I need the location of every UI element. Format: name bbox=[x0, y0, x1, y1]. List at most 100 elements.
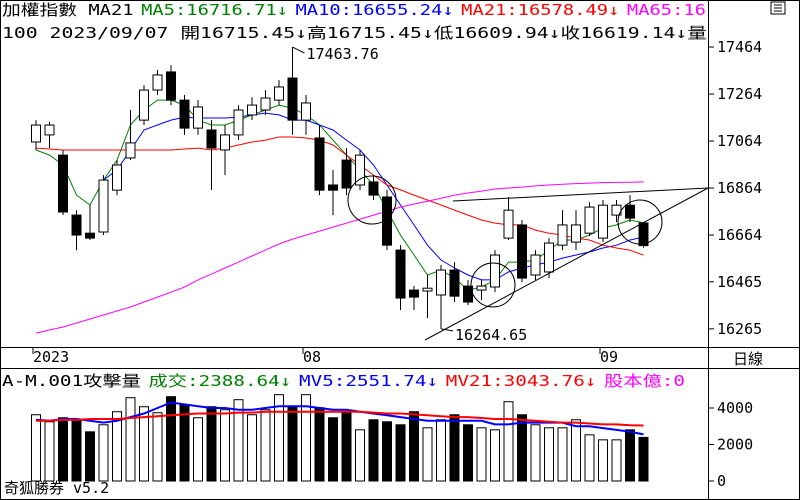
volume-bar bbox=[31, 414, 41, 482]
candle-body bbox=[71, 214, 82, 236]
period-label[interactable]: 日線 bbox=[733, 350, 763, 368]
y-tick-label: 16864 bbox=[717, 179, 762, 197]
ma-line bbox=[35, 181, 644, 334]
volume-bar bbox=[206, 406, 217, 482]
candle-body bbox=[287, 77, 298, 121]
volume-bar bbox=[71, 419, 82, 482]
annotation-leader bbox=[440, 328, 454, 332]
volume-bar bbox=[409, 411, 419, 482]
candle-body bbox=[530, 254, 541, 276]
y-tick-label: 17464 bbox=[717, 38, 762, 56]
candle-body bbox=[247, 104, 257, 116]
candle-body bbox=[503, 209, 514, 239]
volume-bar bbox=[287, 406, 298, 482]
volume-bar bbox=[530, 424, 541, 482]
volume-bar bbox=[584, 434, 595, 482]
annotation-leader bbox=[292, 46, 305, 54]
volume-bar bbox=[395, 424, 406, 482]
candle-body bbox=[166, 71, 176, 101]
candle-body bbox=[112, 164, 122, 191]
legend-entry: 股本億:0 bbox=[604, 372, 685, 390]
volume-bar bbox=[328, 417, 338, 482]
volume-bar bbox=[436, 419, 446, 482]
highlight-circle bbox=[617, 199, 663, 245]
volume-bar bbox=[166, 396, 176, 482]
candle-body bbox=[422, 287, 433, 292]
mv-line bbox=[35, 401, 644, 436]
candle-body bbox=[517, 224, 527, 279]
volume-bar bbox=[274, 394, 284, 482]
x-tick-label: 08 bbox=[303, 348, 321, 366]
volume-bar bbox=[517, 414, 527, 482]
y-tick-label: 17064 bbox=[717, 132, 762, 150]
candle-body bbox=[625, 204, 635, 219]
volume-bar bbox=[233, 399, 244, 482]
candle-body bbox=[328, 184, 338, 191]
y-tick-label: 0 bbox=[717, 472, 726, 490]
volume-bar bbox=[112, 411, 122, 482]
annotation: 17463.76 bbox=[307, 45, 379, 63]
highlight-circle bbox=[470, 262, 516, 308]
candle-body bbox=[571, 224, 581, 243]
candle-body bbox=[152, 74, 163, 91]
volume-bar bbox=[463, 424, 473, 482]
volume-bar bbox=[638, 436, 649, 482]
volume-bar bbox=[598, 439, 608, 482]
candle-body bbox=[139, 89, 149, 121]
candle-body bbox=[436, 269, 446, 296]
ma-line bbox=[35, 99, 644, 291]
candle-body bbox=[233, 109, 244, 136]
volume-bar bbox=[490, 429, 500, 482]
user-drawings bbox=[347, 175, 709, 341]
candle-body bbox=[341, 159, 352, 189]
candle-body bbox=[368, 181, 379, 196]
volume-bar bbox=[449, 414, 460, 482]
volume-bar bbox=[503, 401, 514, 482]
volume-bar bbox=[368, 419, 379, 482]
volume-bar bbox=[98, 424, 109, 482]
volume-bar bbox=[314, 407, 325, 482]
volume-bar bbox=[85, 431, 95, 482]
volume-bar bbox=[544, 427, 554, 482]
volume-bar bbox=[476, 427, 487, 482]
legend-entry: MA65:16 bbox=[627, 1, 706, 19]
legend-entry: 成交:2388.64↓ bbox=[149, 372, 292, 390]
candle-body bbox=[125, 142, 136, 159]
annotation: 16264.65 bbox=[455, 326, 527, 344]
candle-body bbox=[314, 137, 325, 191]
chart-title: 加權指數 MA21 bbox=[2, 1, 134, 19]
legend-entry: MA5:16716.71↓ bbox=[141, 1, 288, 19]
legend-entry: MV21:3043.76↓ bbox=[446, 372, 597, 390]
ma-line bbox=[35, 136, 644, 256]
candle-body bbox=[598, 204, 608, 239]
candle-body bbox=[557, 224, 568, 246]
legend: A-M.001攻擊量 成交:2388.64↓ MV5:2551.74↓ MV21:30… bbox=[2, 372, 685, 390]
candle-body bbox=[301, 102, 311, 121]
volume-bar bbox=[179, 404, 190, 482]
candle-body bbox=[490, 254, 500, 288]
candle-body bbox=[193, 106, 203, 129]
trend-line bbox=[452, 187, 709, 202]
volume-bar bbox=[220, 409, 230, 482]
candle-body bbox=[274, 86, 284, 101]
highlight-circle bbox=[347, 175, 397, 225]
legend-entry: MV5:2551.74↓ bbox=[299, 372, 438, 390]
panel-title: A-M.001攻擊量 bbox=[2, 372, 141, 390]
candle-body bbox=[382, 196, 392, 246]
candle-body bbox=[355, 154, 365, 186]
legend-entry: MA10:16655.24↓ bbox=[295, 1, 453, 19]
candle-body bbox=[179, 99, 190, 129]
candle-body bbox=[544, 242, 554, 273]
legend-entry: MA21:16578.49↓ bbox=[461, 1, 619, 19]
volume-bar bbox=[382, 421, 392, 482]
candle-body bbox=[206, 129, 217, 149]
volume-bar bbox=[44, 421, 55, 482]
y-tick-label: 4000 bbox=[717, 399, 753, 417]
y-tick-label: 2000 bbox=[717, 435, 753, 453]
y-tick-label: 16265 bbox=[717, 320, 762, 338]
y-tick-label: 16465 bbox=[717, 273, 762, 291]
volume-bar bbox=[139, 406, 149, 482]
volume-bar bbox=[247, 414, 257, 482]
